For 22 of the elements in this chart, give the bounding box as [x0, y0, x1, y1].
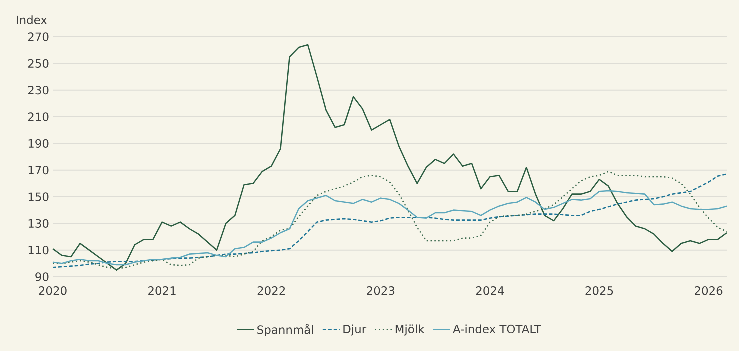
x-tick-label: 2020 [39, 286, 67, 296]
y-tick-label: 170 [28, 166, 49, 175]
y-tick-label: 130 [28, 219, 49, 228]
x-tick-label: 2021 [148, 286, 176, 296]
y-tick-label: 110 [28, 246, 49, 255]
legend-label: A-index TOTALT [453, 324, 542, 334]
y-axis-title: Index [17, 16, 48, 24]
y-tick-label: 230 [28, 86, 49, 95]
legend-label: Mjölk [396, 324, 425, 336]
y-tick-label: 150 [28, 192, 49, 202]
x-tick-label: 2024 [476, 286, 504, 296]
legend-label: Spannmål [258, 324, 314, 336]
x-tick-label: 2022 [258, 286, 286, 296]
x-tick-label: 2023 [367, 286, 395, 296]
y-tick-label: 90 [36, 272, 49, 282]
x-tick-label: 2025 [586, 286, 614, 296]
y-tick-label: 270 [28, 32, 49, 42]
y-tick-label: 190 [28, 139, 49, 148]
legend-label: Djur [344, 324, 367, 336]
y-tick-label: 250 [28, 59, 49, 68]
x-tick-label: 2026 [695, 286, 723, 296]
y-tick-label: 210 [28, 112, 49, 122]
